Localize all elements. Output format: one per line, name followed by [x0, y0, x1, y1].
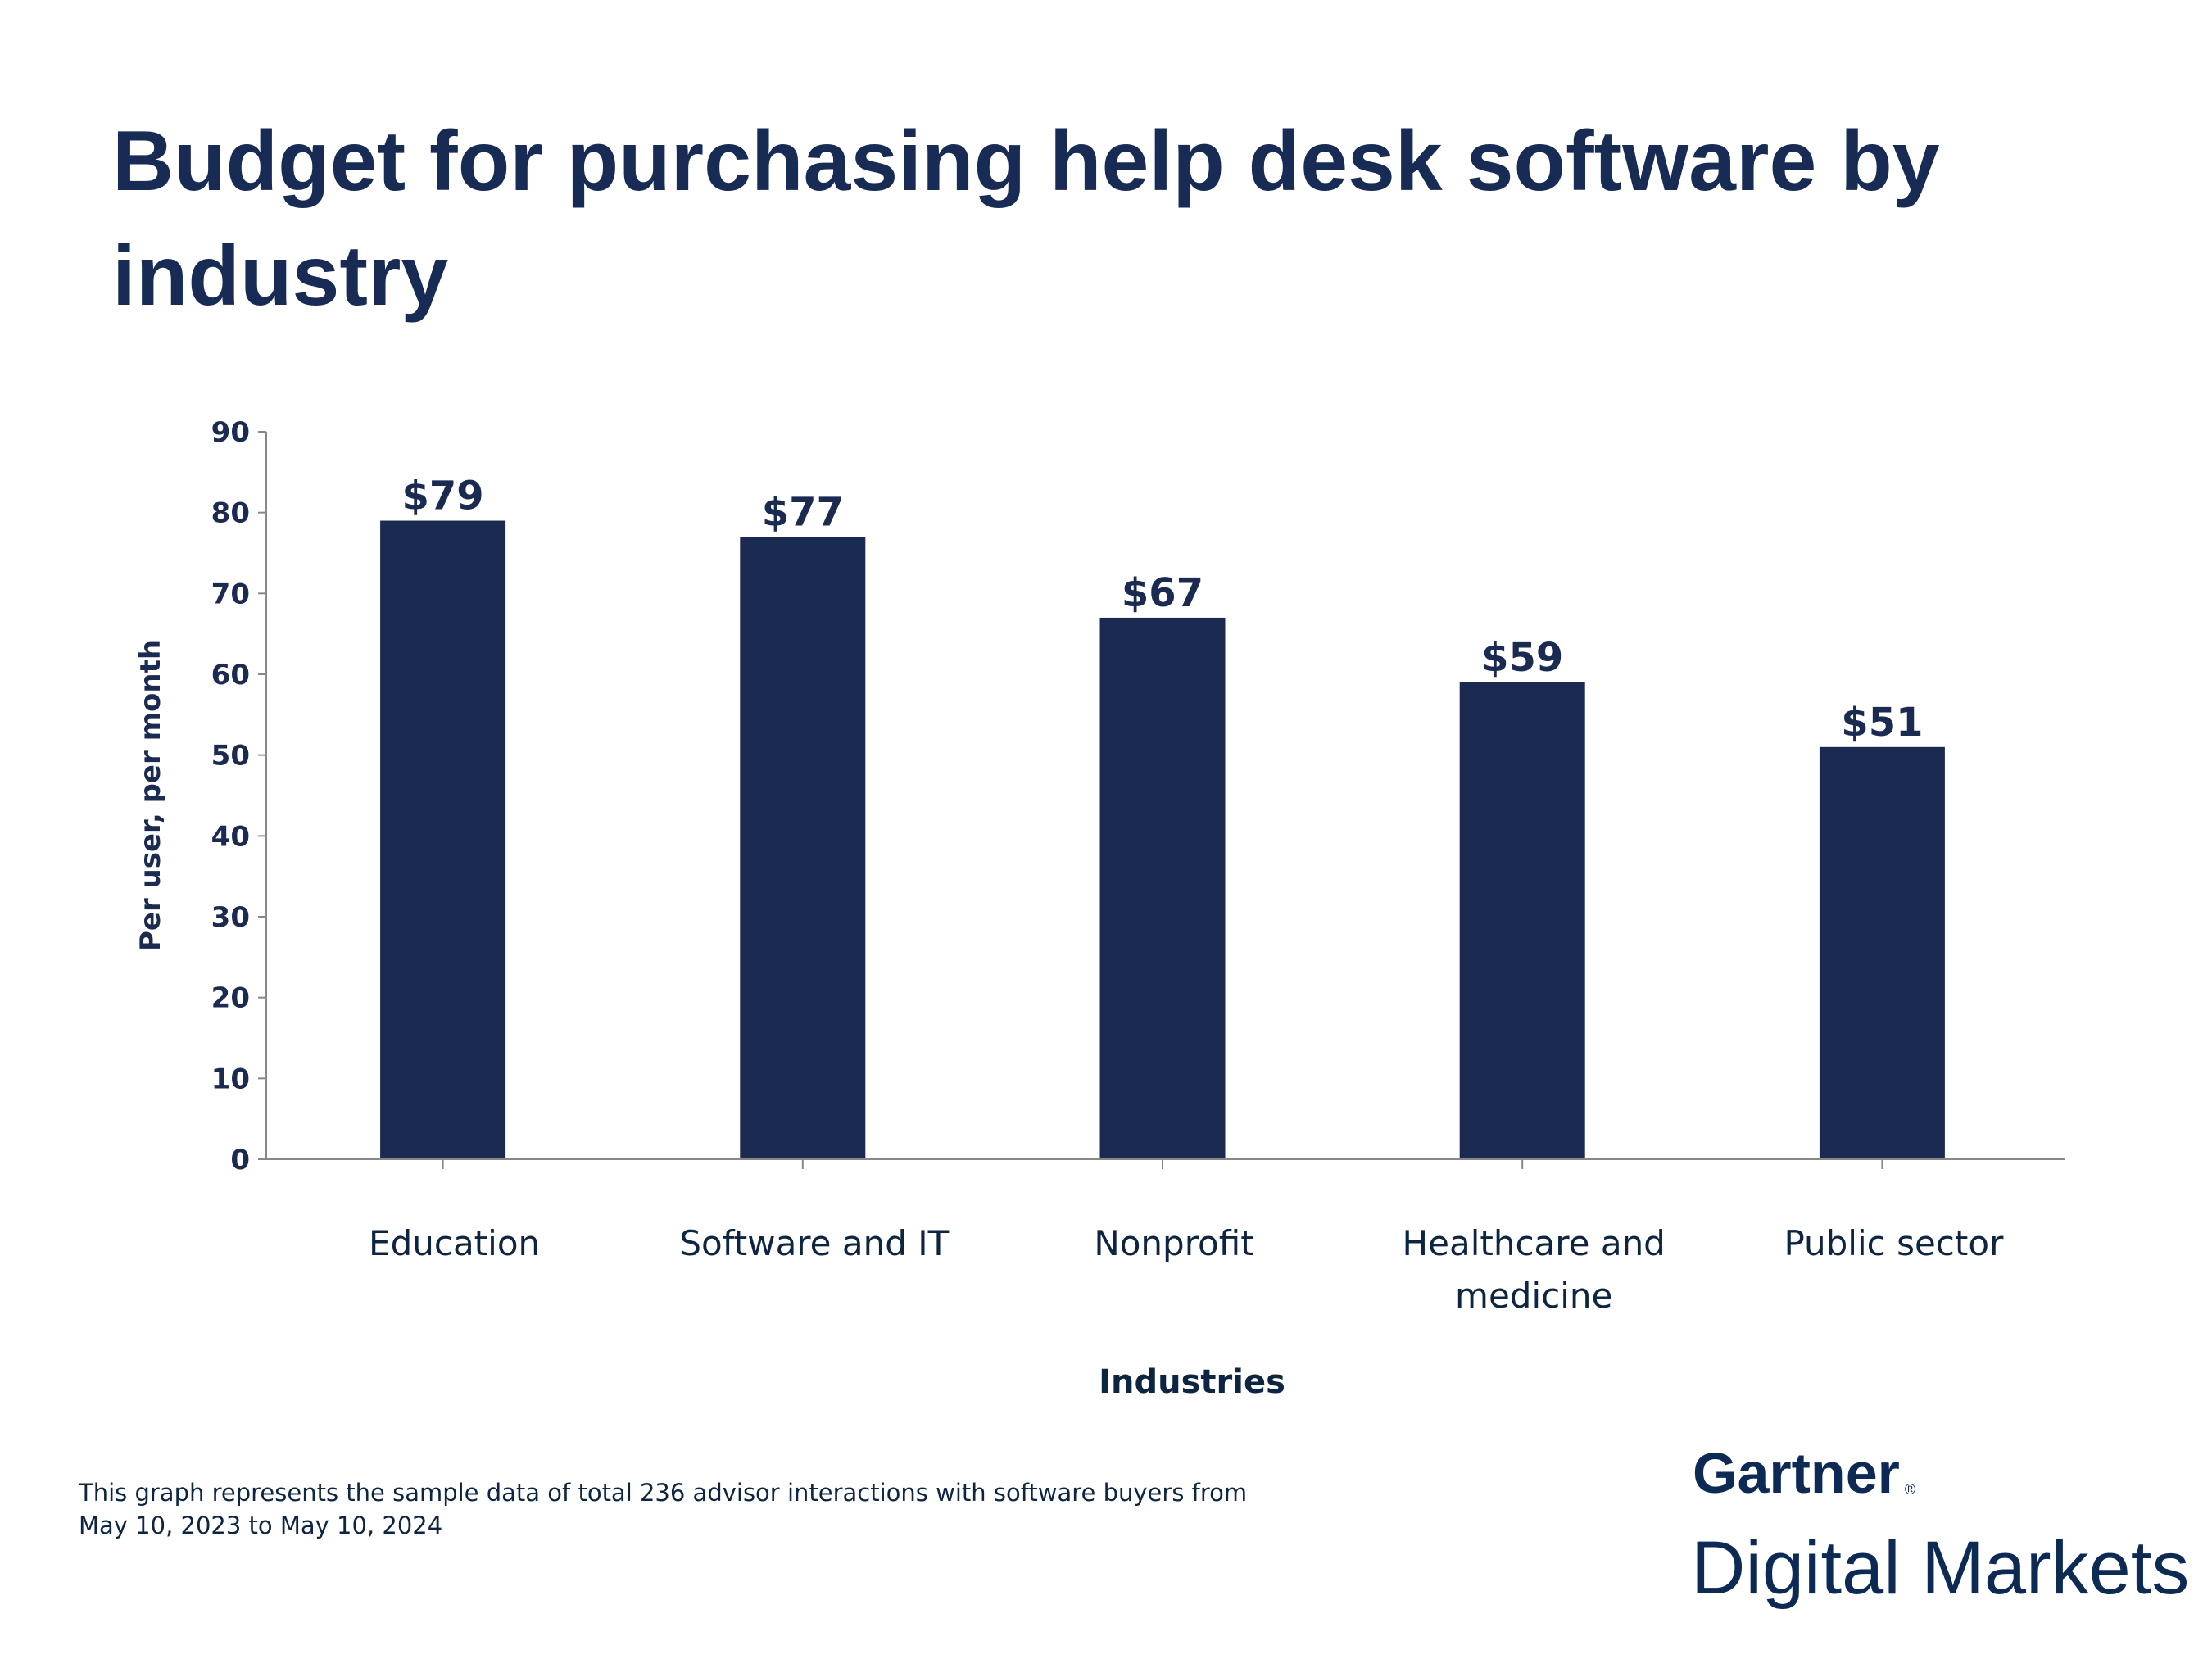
bar	[1459, 682, 1585, 1159]
bar	[1819, 746, 1945, 1159]
x-axis-categories: Education Software and IT Nonprofit Healthc…	[369, 1159, 2004, 1316]
chart-title-line-1: Budget for purchasing help desk software…	[112, 114, 1940, 209]
brand-name: Gartner	[1693, 1441, 1900, 1505]
data-label: $79	[401, 474, 483, 519]
x-tick-label: medicine	[1455, 1276, 1612, 1316]
bars: $79 $77 $67 $59 $51	[380, 474, 1945, 1159]
x-tick-label: Public sector	[1784, 1223, 2004, 1263]
y-tick-label: 0	[230, 1144, 250, 1176]
x-tick-label: Software and IT	[679, 1223, 949, 1263]
chart-title-line-2: industry	[112, 229, 448, 324]
data-label: $77	[762, 489, 844, 535]
footnote-line-2: May 10, 2023 to May 10, 2024	[79, 1512, 442, 1539]
data-label: $67	[1122, 570, 1203, 616]
x-tick-label: Education	[369, 1223, 540, 1263]
x-tick-label: Nonprofit	[1094, 1223, 1253, 1263]
x-tick-label: Healthcare and	[1403, 1223, 1666, 1263]
y-tick-label: 30	[211, 901, 250, 934]
y-tick-label: 50	[211, 740, 250, 773]
brand-subtitle: Digital Markets	[1691, 1526, 2189, 1610]
y-tick-label: 80	[211, 497, 250, 530]
y-tick-label: 10	[211, 1063, 250, 1095]
y-axis-ticks: 0 10 20 30 40 50 60 70 80 90	[211, 416, 266, 1176]
x-axis-title: Industries	[1099, 1363, 1285, 1401]
data-label: $59	[1481, 635, 1563, 681]
footnote-line-1: This graph represents the sample data of…	[78, 1479, 1247, 1507]
gartner-logo: Gartner ® Digital Markets	[1691, 1441, 2189, 1610]
registered-mark: ®	[1905, 1481, 1915, 1498]
y-tick-label: 90	[211, 416, 250, 449]
bar	[1099, 617, 1226, 1159]
bar	[740, 537, 866, 1159]
y-axis-title: Per user, per month	[134, 640, 167, 951]
y-tick-label: 40	[211, 820, 250, 853]
bar	[380, 520, 506, 1159]
y-tick-label: 20	[211, 982, 250, 1015]
data-label: $51	[1841, 700, 1923, 746]
y-tick-label: 60	[211, 659, 250, 691]
y-tick-label: 70	[211, 578, 250, 610]
